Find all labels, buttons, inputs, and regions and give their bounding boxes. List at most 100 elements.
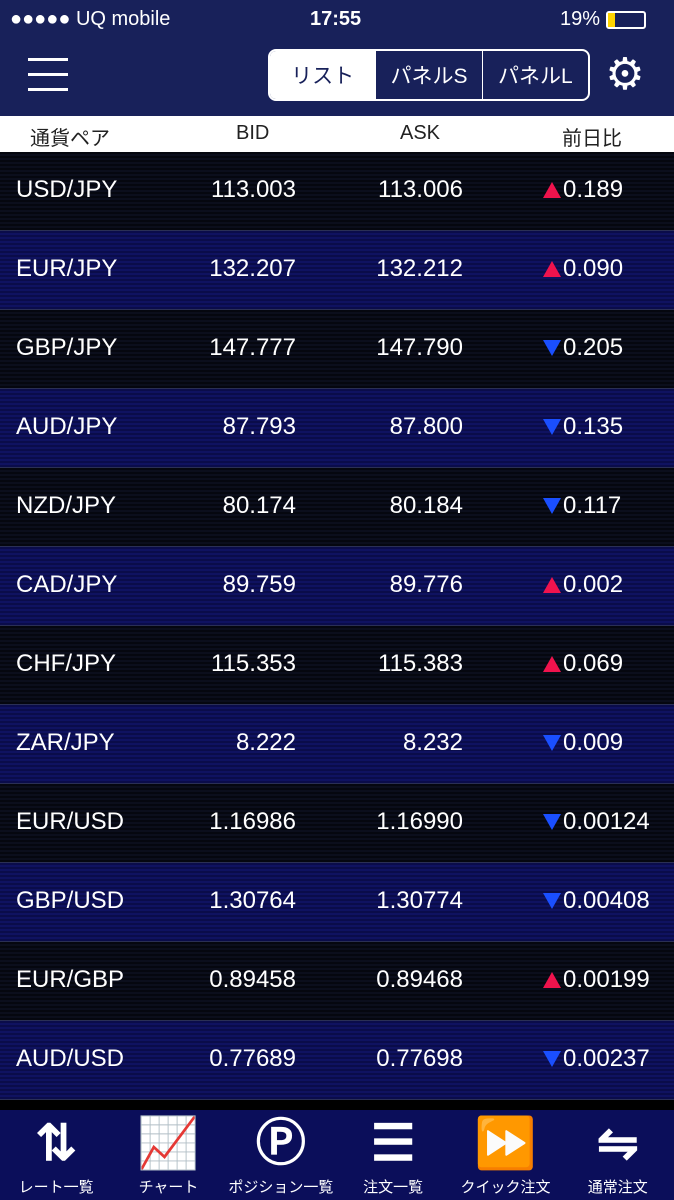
nav-bar: リスト パネルS パネルL ⚙	[0, 40, 674, 116]
bid-value: 80.174	[222, 492, 296, 519]
pair-name: CAD/JPY	[16, 571, 118, 598]
change-value: 0.117	[563, 492, 622, 519]
tab-normal-order[interactable]: ⇋ 通常注文	[562, 1110, 674, 1200]
rate-row[interactable]: GBP/JPY 147.777 147.790 0.205	[0, 310, 674, 389]
view-segmented-control: リスト パネルS パネルL	[268, 49, 590, 101]
tab-bar: ⇅ レート一覧 📈 チャート Ⓟ ポジション一覧 ☰ 注文一覧 ⏩ クイック注文 ⇋ 通常注文	[0, 1110, 674, 1200]
triangle-down-icon	[543, 814, 561, 830]
rate-row[interactable]: CAD/JPY 89.759 89.776 0.002	[0, 547, 674, 626]
segment-panel-l[interactable]: パネルL	[497, 65, 573, 88]
bid-value: 113.003	[211, 176, 296, 203]
rate-list-icon: ⇅	[35, 1115, 78, 1171]
triangle-up-icon	[543, 656, 561, 672]
tab-order-list[interactable]: ☰ 注文一覧	[337, 1110, 449, 1200]
change-value: 0.00199	[563, 966, 650, 993]
change-cell: 0.090	[543, 255, 623, 283]
rate-row[interactable]: EUR/USD 1.16986 1.16990 0.00124	[0, 784, 674, 863]
change-cell: 0.069	[543, 650, 623, 678]
rate-row[interactable]: ZAR/JPY 8.222 8.232 0.009	[0, 705, 674, 784]
ask-value: 113.006	[378, 176, 463, 203]
pair-name: AUD/USD	[16, 1045, 125, 1072]
rate-row[interactable]: CHF/JPY 115.353 115.383 0.069	[0, 626, 674, 705]
ask-value: 87.800	[389, 413, 463, 440]
change-cell: 0.009	[543, 729, 623, 757]
change-cell: 0.205	[543, 334, 623, 362]
triangle-up-icon	[543, 577, 561, 593]
bid-value: 132.207	[209, 255, 296, 282]
ask-value: 1.30774	[376, 887, 463, 914]
tab-label: レート一覧	[18, 1179, 94, 1196]
rate-row[interactable]: EUR/GBP 0.89458 0.89468 0.00199	[0, 942, 674, 1021]
bid-value: 89.759	[222, 571, 296, 598]
header-change: 前日比	[562, 128, 622, 150]
change-value: 0.00124	[563, 808, 650, 835]
bid-value: 147.777	[209, 334, 296, 361]
bid-value: 0.89458	[209, 966, 296, 993]
tab-label: チャート	[138, 1179, 199, 1196]
pair-name: EUR/GBP	[16, 966, 125, 993]
ask-value: 89.776	[389, 571, 463, 598]
triangle-down-icon	[543, 1051, 561, 1067]
carrier: ●●●●● UQ mobile	[10, 8, 171, 30]
rate-row[interactable]: AUD/JPY 87.793 87.800 0.135	[0, 389, 674, 468]
bid-value: 8.222	[235, 729, 296, 756]
triangle-down-icon	[543, 419, 561, 435]
rate-row[interactable]: GBP/USD 1.30764 1.30774 0.00408	[0, 863, 674, 942]
tab-label: 通常注文	[587, 1179, 648, 1196]
battery-percent: 19%	[560, 8, 601, 30]
pair-name: AUD/JPY	[16, 413, 118, 440]
tab-position-list[interactable]: Ⓟ ポジション一覧	[225, 1110, 337, 1200]
pair-name: ZAR/JPY	[16, 729, 115, 756]
rate-row[interactable]: AUD/USD 0.77689 0.77698 0.00237	[0, 1021, 674, 1100]
triangle-up-icon	[543, 261, 561, 277]
ask-value: 0.89468	[376, 966, 463, 993]
change-cell: 0.135	[543, 413, 623, 441]
segment-list[interactable]: リスト	[270, 51, 377, 99]
tab-rate-list[interactable]: ⇅ レート一覧	[0, 1110, 112, 1200]
rate-row[interactable]: NZD/JPY 80.174 80.184 0.117	[0, 468, 674, 547]
ask-value: 147.790	[376, 334, 463, 361]
clock: 17:55	[310, 8, 362, 30]
triangle-up-icon	[543, 182, 561, 198]
header-ask: ASK	[400, 122, 441, 144]
segment-panel-s[interactable]: パネルS	[376, 51, 483, 99]
column-header: 通貨ペア BID ASK 前日比	[0, 116, 674, 152]
bid-value: 1.16986	[209, 808, 296, 835]
change-cell: 0.00408	[543, 887, 650, 915]
bid-value: 87.793	[222, 413, 296, 440]
ask-value: 8.232	[402, 729, 463, 756]
ask-value: 115.383	[378, 650, 463, 677]
tab-chart[interactable]: 📈 チャート	[112, 1110, 224, 1200]
rate-list: USD/JPY 113.003 113.006 0.189 EUR/JPY 132…	[0, 152, 674, 1100]
pair-name: CHF/JPY	[16, 650, 117, 677]
chart-icon: 📈	[137, 1115, 200, 1171]
triangle-down-icon	[543, 893, 561, 909]
change-value: 0.189	[563, 176, 624, 203]
change-value: 0.00408	[563, 887, 650, 914]
gear-icon[interactable]: ⚙	[605, 50, 645, 99]
hamburger-menu-icon[interactable]	[28, 58, 68, 94]
change-value: 0.00237	[563, 1045, 650, 1072]
status-bar: ●●●●● UQ mobile 17:55 19%	[0, 0, 674, 40]
tab-label: ポジション一覧	[228, 1179, 334, 1196]
bid-value: 0.77689	[209, 1045, 296, 1072]
triangle-down-icon	[543, 498, 561, 514]
header-pair: 通貨ペア	[30, 128, 110, 150]
triangle-down-icon	[543, 340, 561, 356]
tab-label: クイック注文	[460, 1179, 551, 1196]
quick-order-icon: ⏩	[474, 1115, 537, 1171]
change-cell: 0.117	[543, 492, 621, 520]
tab-quick-order[interactable]: ⏩ クイック注文	[449, 1110, 561, 1200]
header-bid: BID	[236, 122, 270, 144]
rate-row[interactable]: USD/JPY 113.003 113.006 0.189	[0, 152, 674, 231]
change-cell: 0.002	[543, 571, 623, 599]
change-cell: 0.00124	[543, 808, 650, 836]
tab-label: 注文一覧	[363, 1179, 424, 1196]
change-value: 0.002	[563, 571, 624, 598]
change-value: 0.069	[563, 650, 624, 677]
rate-row[interactable]: EUR/JPY 132.207 132.212 0.090	[0, 231, 674, 310]
triangle-up-icon	[543, 972, 561, 988]
pair-name: EUR/JPY	[16, 255, 118, 282]
battery-icon	[606, 11, 646, 29]
bid-value: 115.353	[211, 650, 296, 677]
